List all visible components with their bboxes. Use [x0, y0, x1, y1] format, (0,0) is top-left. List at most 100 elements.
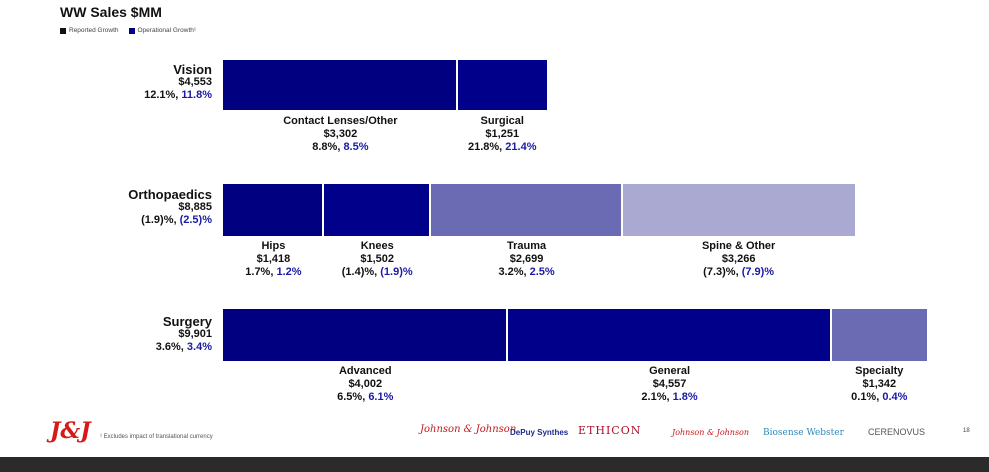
part-reported-growth: (7.3)%,	[703, 266, 742, 278]
legend-label-operational: Operational Growth¹	[137, 27, 197, 34]
bar-orthopaedics-knees	[323, 184, 429, 236]
legend-swatch-operational	[128, 27, 135, 34]
part-reported-growth: 0.1%,	[851, 391, 883, 403]
segment-label-surgery: Surgery $9,901 3.6%, 3.4%	[156, 315, 212, 354]
bar-surgery-general	[507, 309, 830, 361]
part-value: $4,557	[652, 378, 687, 390]
segment-name: Vision	[173, 62, 212, 77]
brand-ethicon: ETHICON	[578, 424, 642, 437]
segment-reported-growth: 12.1%,	[144, 89, 182, 101]
legend: Reported Growth Operational Growth¹	[60, 27, 196, 34]
part-growth: (7.3)%, (7.9)%	[679, 266, 799, 279]
bar-vision-surgical	[457, 60, 547, 110]
legend-item-reported: Reported Growth	[60, 27, 119, 34]
part-operational-growth: (7.9)%	[741, 266, 775, 278]
segment-growth: (1.9)%, (2.5)%	[128, 214, 212, 227]
part-value: $3,266	[721, 253, 756, 265]
part-growth: 21.8%, 21.4%	[442, 141, 562, 154]
brand-johnson: Johnson & Johnson	[420, 424, 517, 435]
footer-bar	[0, 457, 989, 472]
legend-label-reported: Reported Growth	[69, 27, 119, 34]
part-name: Specialty	[855, 365, 904, 377]
segment-growth: 3.6%, 3.4%	[156, 341, 212, 354]
segment-name: Surgery	[162, 314, 212, 329]
part-operational-growth: (1.9)%	[380, 266, 413, 278]
brand-biosense: Biosense Webster	[763, 428, 844, 438]
label-surgery-general: General $4,557 2.1%, 1.8%	[610, 365, 730, 404]
part-operational-growth: 1.8%	[672, 391, 698, 403]
segment-reported-growth: 3.6%,	[155, 341, 187, 353]
part-value: $3,302	[323, 128, 358, 140]
part-name: Contact Lenses/Other	[283, 115, 398, 127]
segment-operational-growth: 3.4%	[186, 341, 212, 353]
part-reported-growth: 8.8%,	[312, 141, 344, 153]
part-operational-growth: 1.2%	[276, 266, 302, 278]
legend-item-operational: Operational Growth¹	[128, 27, 197, 34]
label-orthopaedics-hips: Hips $1,418 1.7%, 1.2%	[213, 240, 333, 279]
segment-total: $8,885	[178, 201, 212, 213]
part-value: $4,002	[348, 378, 383, 390]
part-reported-growth: 3.2%,	[498, 266, 530, 278]
top-decorative-strip	[270, 0, 920, 4]
brand-johnson-vision: Johnson & Johnson	[672, 428, 750, 437]
part-name: Surgical	[480, 115, 524, 127]
part-value: $1,251	[485, 128, 520, 140]
segment-reported-growth: (1.9)%,	[141, 214, 180, 226]
label-surgery-advanced: Advanced $4,002 6.5%, 6.1%	[305, 365, 425, 404]
part-reported-growth: (1.4)%,	[341, 266, 381, 278]
page-number: 18	[963, 428, 970, 434]
label-orthopaedics-trauma: Trauma $2,699 3.2%, 2.5%	[467, 240, 587, 279]
part-growth: 8.8%, 8.5%	[280, 141, 400, 154]
part-reported-growth: 21.8%,	[467, 141, 506, 153]
part-name: Hips	[261, 240, 286, 252]
segment-label-vision: Vision $4,553 12.1%, 11.8%	[144, 63, 212, 102]
part-operational-growth: 8.5%	[343, 141, 369, 153]
bar-orthopaedics-hips	[223, 184, 322, 236]
part-growth: 0.1%, 0.4%	[819, 391, 939, 404]
segment-total: $9,901	[178, 328, 212, 340]
part-growth: 3.2%, 2.5%	[467, 266, 587, 279]
part-value: $1,342	[862, 378, 897, 390]
label-surgery-specialty: Specialty $1,342 0.1%, 0.4%	[819, 365, 939, 404]
part-value: $1,418	[256, 253, 291, 265]
part-operational-growth: 2.5%	[529, 266, 555, 278]
chart-title: WW Sales $MM	[60, 4, 162, 20]
part-growth: 1.7%, 1.2%	[213, 266, 333, 279]
bar-orthopaedics-spine-other	[622, 184, 855, 236]
bar-surgery-advanced	[223, 309, 506, 361]
part-name: Knees	[360, 240, 394, 252]
part-name: Spine & Other	[701, 240, 776, 252]
footnote: ¹ Excludes impact of translational curre…	[100, 434, 213, 440]
part-growth: (1.4)%, (1.9)%	[317, 266, 437, 279]
part-operational-growth: 21.4%	[505, 141, 537, 153]
part-value: $2,699	[509, 253, 544, 265]
jj-logo: J&J	[50, 418, 91, 444]
segment-name: Orthopaedics	[128, 187, 212, 202]
part-name: General	[649, 365, 691, 377]
label-vision-surgical: Surgical $1,251 21.8%, 21.4%	[442, 115, 562, 154]
part-growth: 2.1%, 1.8%	[610, 391, 730, 404]
part-operational-growth: 0.4%	[882, 391, 908, 403]
bar-orthopaedics-trauma	[430, 184, 621, 236]
segment-label-orthopaedics: Orthopaedics $8,885 (1.9)%, (2.5)%	[128, 188, 212, 227]
label-orthopaedics-knees: Knees $1,502 (1.4)%, (1.9)%	[317, 240, 437, 279]
brand-depuy: DePuy Synthes	[510, 428, 569, 437]
label-vision-contact-lenses-other: Contact Lenses/Other $3,302 8.8%, 8.5%	[280, 115, 400, 154]
part-value: $1,502	[360, 253, 395, 265]
part-name: Trauma	[507, 240, 547, 252]
part-growth: 6.5%, 6.1%	[305, 391, 425, 404]
segment-operational-growth: 11.8%	[181, 89, 212, 101]
segment-total: $4,553	[178, 76, 212, 88]
part-reported-growth: 1.7%,	[245, 266, 277, 278]
bar-surgery-specialty	[831, 309, 927, 361]
segment-growth: 12.1%, 11.8%	[144, 89, 212, 102]
brand-cerenovus: CERENOVUS	[868, 427, 926, 437]
part-name: Advanced	[338, 365, 392, 377]
segment-operational-growth: (2.5)%	[179, 214, 212, 226]
part-operational-growth: 6.1%	[368, 391, 394, 403]
bar-vision-contact-lenses-other	[223, 60, 456, 110]
label-orthopaedics-spine-other: Spine & Other $3,266 (7.3)%, (7.9)%	[679, 240, 799, 279]
part-reported-growth: 6.5%,	[337, 391, 369, 403]
legend-swatch-reported	[60, 27, 66, 34]
part-reported-growth: 2.1%,	[641, 391, 673, 403]
